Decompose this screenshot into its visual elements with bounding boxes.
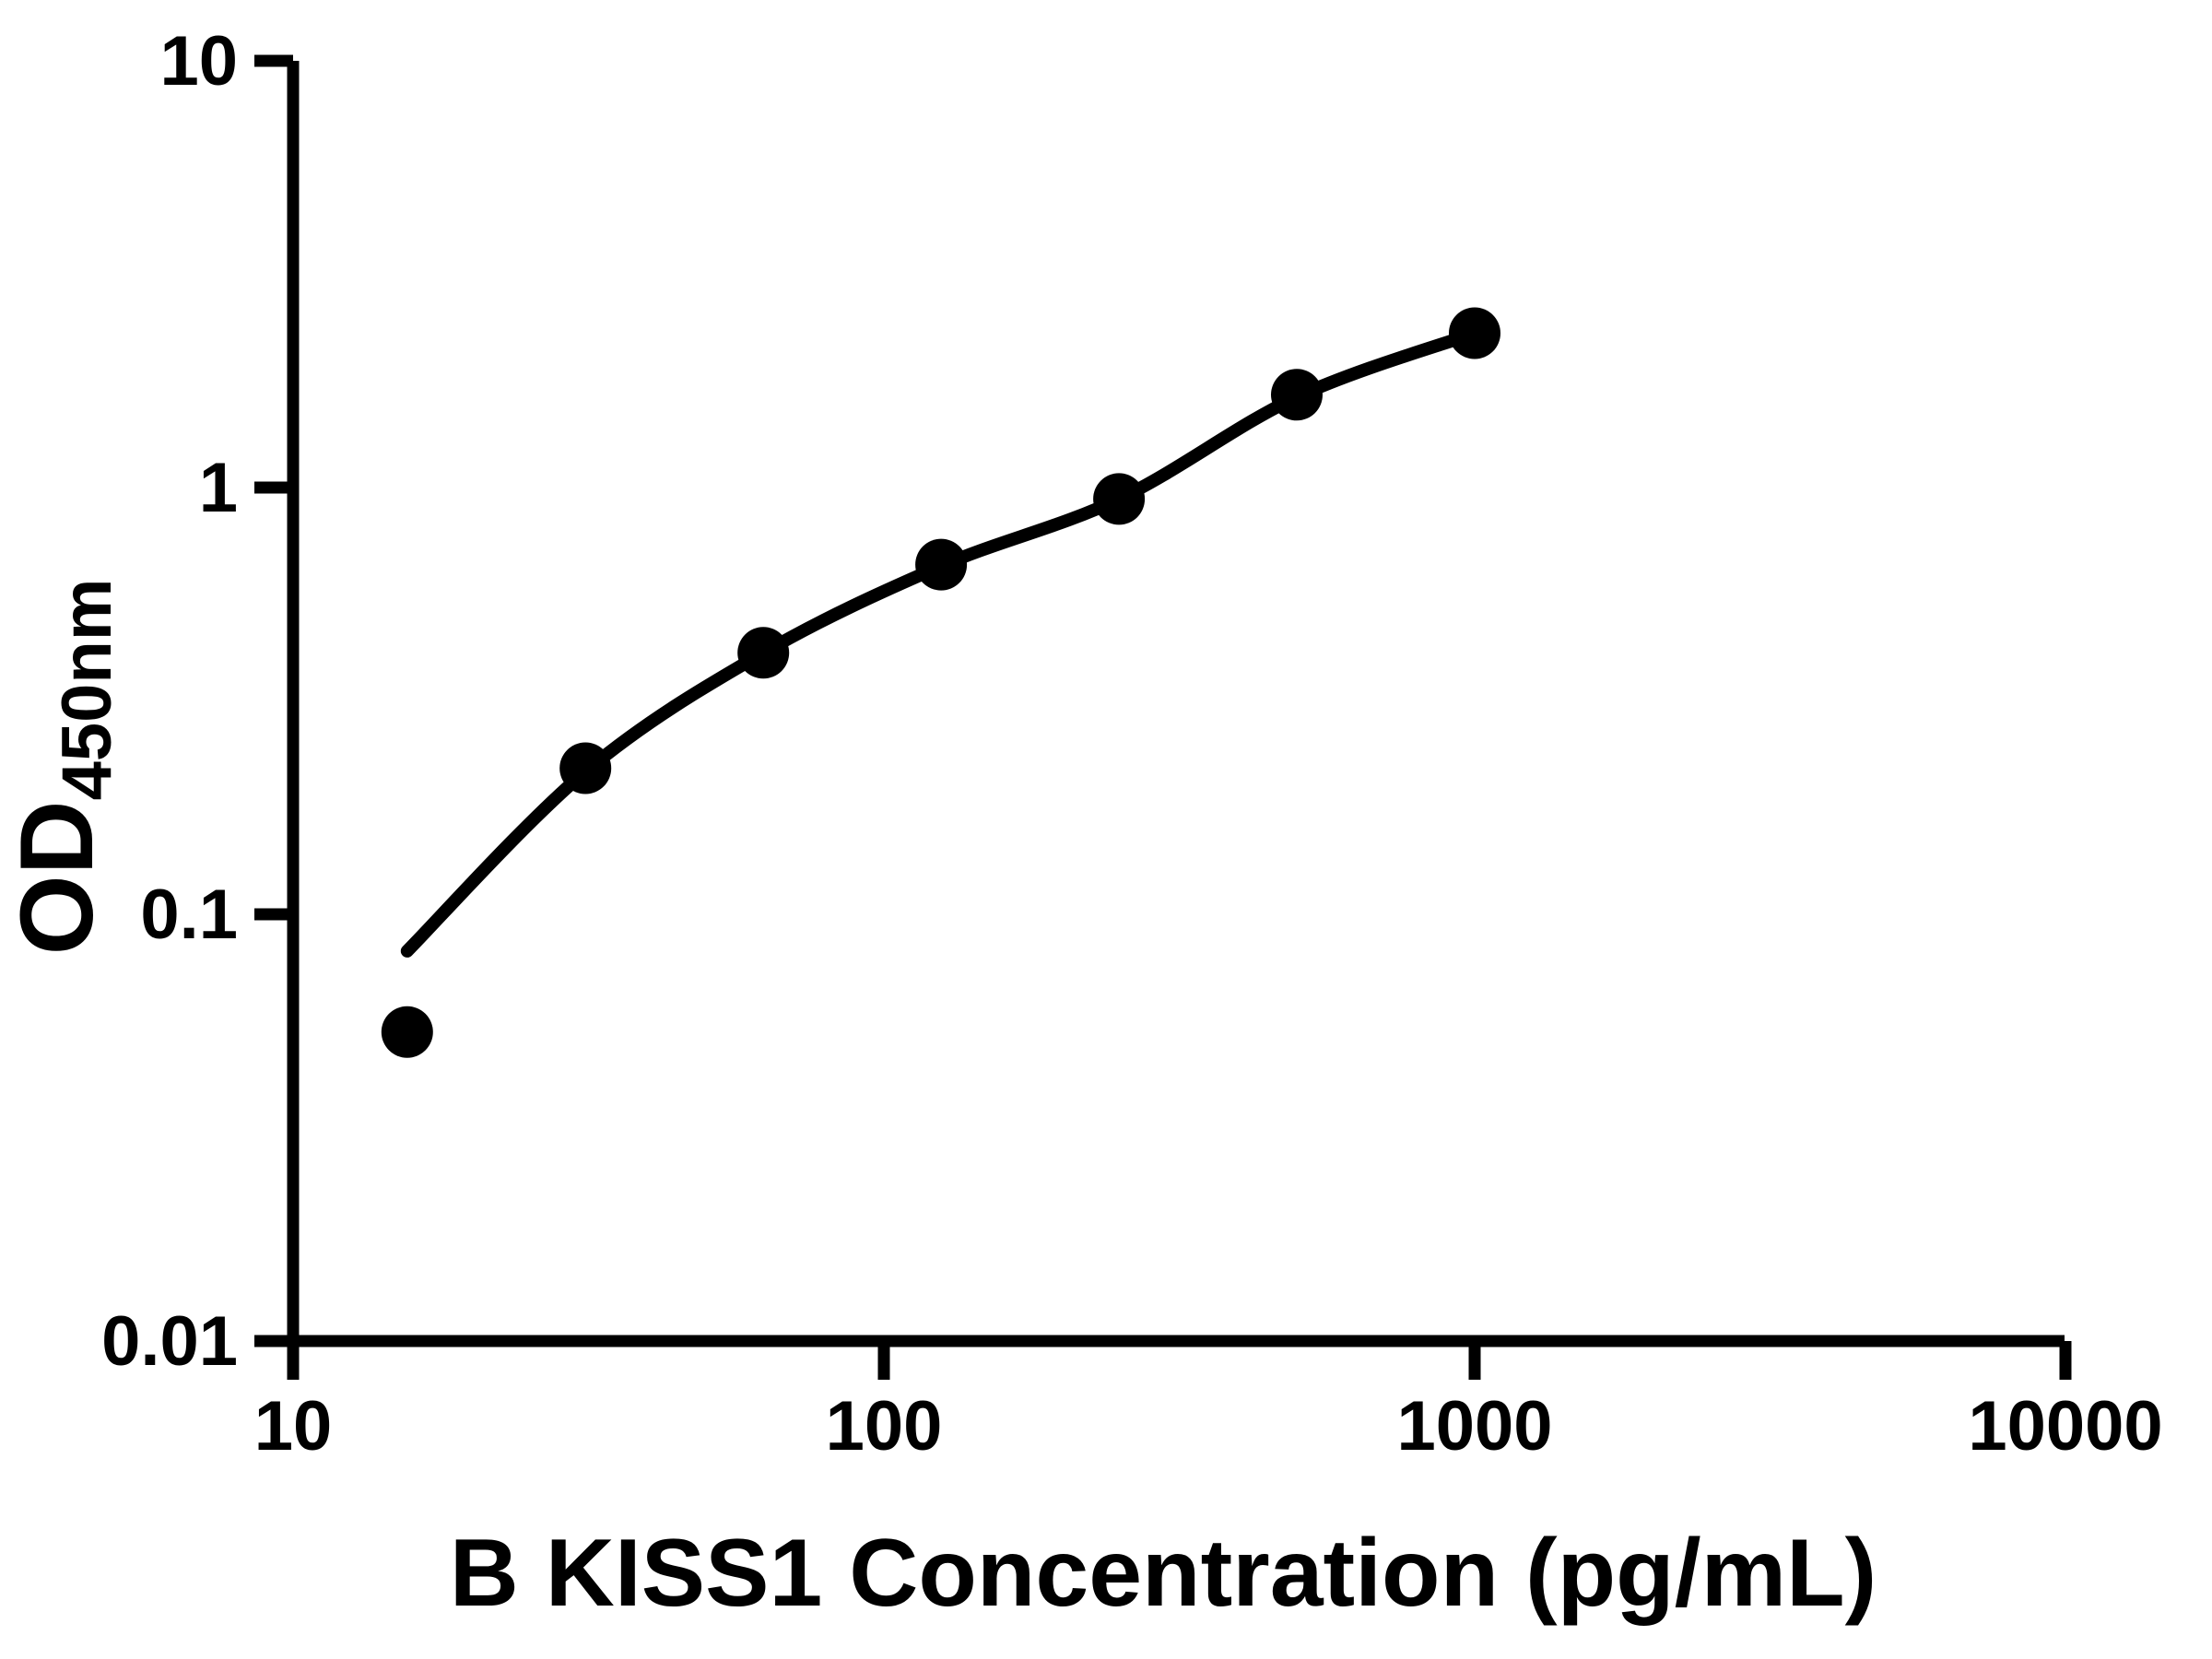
svg-text:OD450nm: OD450nm: [0, 579, 126, 956]
y-axis-title-subscript: 450nm: [48, 579, 126, 801]
data-point: [1093, 473, 1146, 525]
x-tick-label: 1000: [1396, 1387, 1552, 1465]
y-tick-label: 0.1: [140, 876, 238, 954]
fit-curve: [400, 326, 1481, 958]
x-tick-label: 10: [254, 1387, 333, 1465]
y-tick-label: 1: [199, 449, 238, 527]
x-axis-title: B KISS1 Concentration (pg/mL): [450, 1520, 1877, 1627]
x-tick-label: 100: [826, 1387, 943, 1465]
data-point: [381, 1006, 433, 1058]
plot-area: 0.01 0.1 1 10 10 100 1000 10000: [101, 22, 2163, 1465]
data-point: [915, 538, 968, 591]
y-tick-label: 10: [159, 22, 238, 100]
y-axis-title-main: OD: [0, 800, 114, 955]
data-point: [559, 742, 612, 794]
data-point: [737, 627, 790, 679]
data-point: [1271, 369, 1323, 421]
y-axis-title: OD450nm: [0, 579, 126, 956]
axes-spines: [287, 61, 2065, 1347]
y-tick-label: 0.01: [101, 1302, 238, 1381]
x-tick-label: 10000: [1968, 1387, 2162, 1465]
data-point: [1449, 307, 1500, 359]
